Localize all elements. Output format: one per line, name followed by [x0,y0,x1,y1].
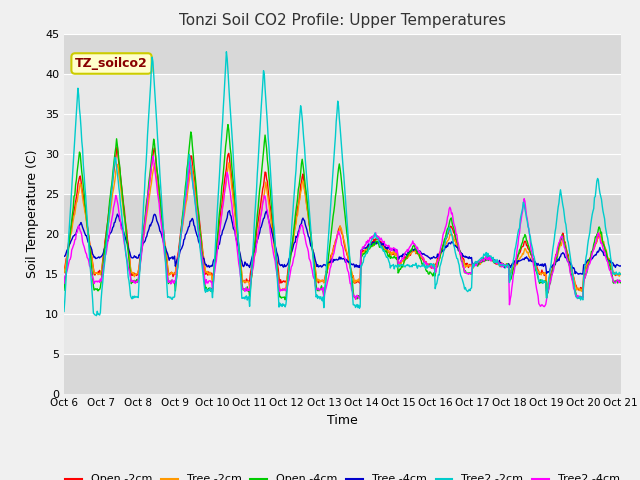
Bar [64,234,621,274]
Bar [64,73,621,114]
Bar [64,193,621,234]
Bar [64,114,621,154]
Bar [64,154,621,193]
X-axis label: Time: Time [327,414,358,427]
Bar [64,34,621,73]
Y-axis label: Soil Temperature (C): Soil Temperature (C) [26,149,40,278]
Bar [64,313,621,354]
Text: TZ_soilco2: TZ_soilco2 [75,57,148,70]
Bar [64,274,621,313]
Title: Tonzi Soil CO2 Profile: Upper Temperatures: Tonzi Soil CO2 Profile: Upper Temperatur… [179,13,506,28]
Bar [64,354,621,394]
Legend: Open -2cm, Tree -2cm, Open -4cm, Tree -4cm, Tree2 -2cm, Tree2 -4cm: Open -2cm, Tree -2cm, Open -4cm, Tree -4… [61,470,624,480]
